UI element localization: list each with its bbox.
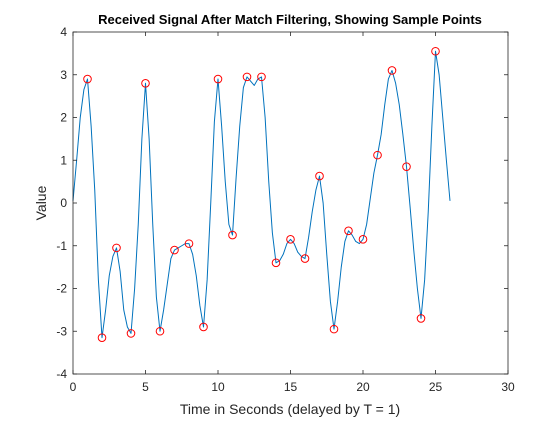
axes: 0 5 10 15 20 25 30 -4 -3 -2 -1 0 1 2 3 4 bbox=[56, 25, 515, 394]
sample-point-marker bbox=[358, 235, 368, 244]
sample-point-marker bbox=[155, 326, 165, 336]
y-tick-label: 0 bbox=[60, 196, 67, 210]
sample-point-marker bbox=[97, 333, 107, 342]
x-tick-label: 15 bbox=[284, 380, 298, 394]
chart-marks bbox=[72, 46, 451, 342]
sample-point-marker bbox=[126, 329, 136, 338]
signal-line bbox=[72, 50, 451, 339]
x-tick-label: 25 bbox=[429, 380, 443, 394]
sample-point-marker bbox=[228, 230, 237, 240]
sample-point-marker bbox=[387, 66, 397, 75]
sample-point-marker bbox=[315, 171, 324, 181]
y-tick-label: -4 bbox=[56, 367, 67, 381]
x-tick-label: 20 bbox=[356, 380, 370, 394]
x-tick-label: 0 bbox=[70, 380, 77, 394]
sample-point-marker bbox=[416, 314, 426, 323]
y-tick-label: 3 bbox=[60, 68, 67, 82]
sample-point-marker bbox=[286, 235, 295, 244]
sample-point-marker bbox=[329, 324, 339, 334]
x-tick-label: 10 bbox=[211, 380, 225, 394]
sample-point-marker bbox=[112, 243, 121, 253]
sample-point-marker bbox=[300, 254, 310, 263]
sample-point-marker bbox=[373, 150, 382, 160]
sample-point-marker bbox=[213, 74, 223, 84]
y-tick-label: 4 bbox=[60, 25, 67, 39]
sample-point-marker bbox=[184, 239, 194, 248]
y-axis-label: Value bbox=[33, 185, 49, 220]
y-tick-label: -2 bbox=[56, 282, 67, 296]
plot-area bbox=[73, 32, 508, 374]
sample-point-marker bbox=[199, 322, 208, 332]
x-tick-label: 30 bbox=[501, 380, 515, 394]
sample-point-marker bbox=[257, 72, 266, 82]
sample-point-marker bbox=[344, 226, 353, 236]
sample-point-marker bbox=[431, 46, 440, 56]
sample-point-marker bbox=[271, 258, 281, 268]
sample-point-marker bbox=[83, 74, 92, 84]
sample-point-marker bbox=[141, 79, 150, 88]
x-axis-label: Time in Seconds (delayed by T = 1) bbox=[180, 401, 400, 417]
y-tick-label: 1 bbox=[60, 153, 67, 167]
chart-title: Received Signal After Match Filtering, S… bbox=[98, 12, 482, 27]
y-tick-label: 2 bbox=[60, 111, 67, 125]
sample-point-marker bbox=[170, 245, 179, 255]
y-tick-label: -1 bbox=[56, 239, 67, 253]
x-tick-label: 5 bbox=[142, 380, 149, 394]
sample-point-marker bbox=[242, 72, 252, 82]
y-tick-label: -3 bbox=[56, 324, 67, 338]
sample-point-marker bbox=[402, 162, 411, 171]
